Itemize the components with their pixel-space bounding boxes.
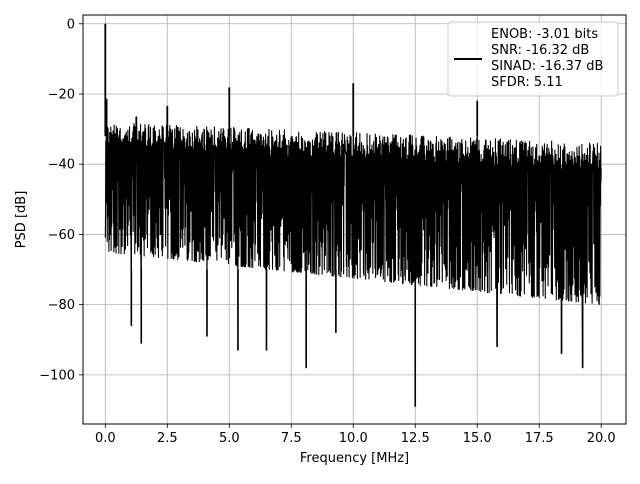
legend-entry-snr: SNR: -16.32 dB [491, 43, 589, 58]
x-tick-label: 2.5 [157, 431, 178, 446]
axes-frame [82, 14, 627, 425]
x-axis-label: Frequency [MHz] [300, 451, 409, 466]
y-axis-label: PSD [dB] [14, 191, 29, 249]
x-tick-label: 12.5 [401, 431, 430, 446]
x-tick-label: 15.0 [463, 431, 492, 446]
x-tick-label: 17.5 [525, 431, 554, 446]
y-tick-label: 0 [67, 17, 75, 32]
x-tick-label: 10.0 [339, 431, 368, 446]
y-tick-label: −60 [48, 228, 75, 243]
x-axis-ticks: 0.0 2.5 5.0 7.5 10.0 12.5 15.0 17.5 20.0 [95, 424, 616, 446]
y-axis-ticks: 0 −20 −40 −60 −80 −100 [39, 17, 83, 383]
legend-box [447, 21, 619, 97]
legend: ENOB: -3.01 bits SNR: -16.32 dB SINAD: -… [447, 21, 619, 97]
legend-entry-sinad: SINAD: -16.37 dB [491, 59, 603, 74]
legend-entry-sfdr: SFDR: 5.11 [491, 75, 563, 90]
x-tick-label: 7.5 [281, 431, 302, 446]
x-tick-label: 0.0 [95, 431, 116, 446]
y-tick-label: −100 [39, 368, 75, 383]
legend-entry-enob: ENOB: -3.01 bits [491, 27, 598, 42]
psd-trace [104, 23, 602, 407]
y-tick-label: −80 [48, 298, 75, 313]
y-tick-label: −40 [48, 158, 75, 173]
x-tick-label: 20.0 [587, 431, 616, 446]
y-tick-label: −20 [48, 87, 75, 102]
x-tick-label: 5.0 [219, 431, 240, 446]
